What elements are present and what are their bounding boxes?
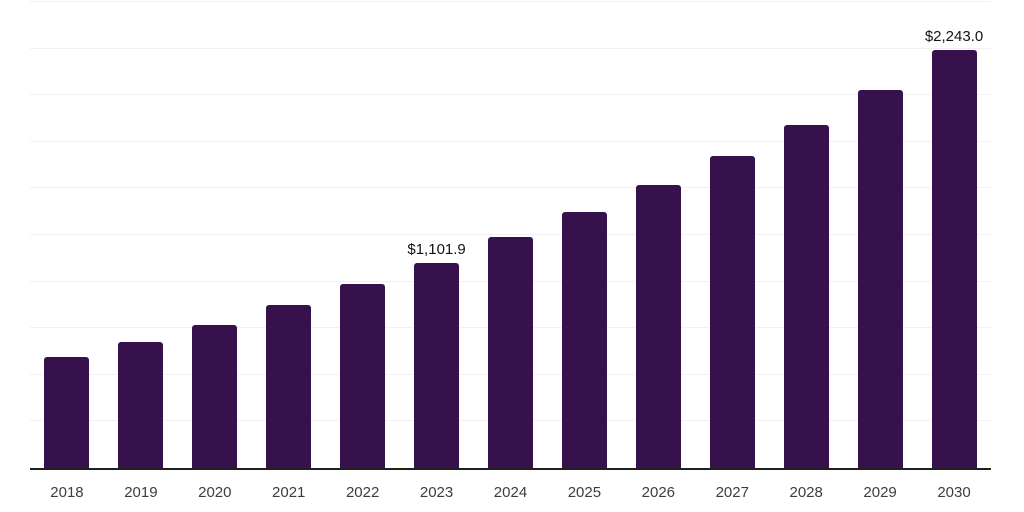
bar-2026 <box>635 185 681 468</box>
x-axis-label-2020: 2020 <box>198 484 232 501</box>
bar-2024 <box>487 237 533 468</box>
gridline <box>30 1 991 2</box>
bar-slot-2021 <box>252 2 326 468</box>
bar-slot-2025 <box>547 2 621 468</box>
gridline <box>30 187 991 189</box>
bar-slot-2030: $2,243.0 <box>917 2 991 468</box>
bar-2022 <box>340 284 386 468</box>
bar-slot-2027 <box>695 2 769 468</box>
bar-slot-2022 <box>326 2 400 468</box>
x-axis-label-2022: 2022 <box>345 484 380 501</box>
gridline <box>30 234 991 235</box>
gridline <box>30 140 991 142</box>
gridline <box>30 47 991 49</box>
bar-2029 <box>857 90 903 468</box>
x-axis-label-2025: 2025 <box>567 484 602 501</box>
x-axis-labels: 2018 2019 2020 2021 2022 2023 2024 2025 2026 2027… <box>30 472 991 502</box>
bars-row: $1,101.9 $2,243.0 <box>30 2 991 468</box>
bar-slot-2020 <box>178 2 252 468</box>
bar-2021 <box>266 305 312 468</box>
bar-slot-2023: $1,101.9 <box>400 2 474 468</box>
bar-2025 <box>561 212 607 468</box>
x-axis-label-2024: 2024 <box>493 484 528 501</box>
gridline <box>30 94 991 96</box>
bar-slot-2026 <box>621 2 695 468</box>
bar-value-label-2030: $2,243.0 <box>924 27 984 45</box>
bar-2027 <box>709 156 755 468</box>
x-axis-label-2027: 2027 <box>715 484 749 501</box>
bar-2030 <box>931 49 977 468</box>
bar-slot-2024 <box>474 2 548 468</box>
bar-2028 <box>783 124 829 468</box>
x-axis-label-2030: 2030 <box>937 484 971 501</box>
x-axis-label-2023: 2023 <box>419 484 454 501</box>
x-axis-label-2019: 2019 <box>124 484 158 501</box>
x-axis-label-2028: 2028 <box>789 484 823 501</box>
bar-2019 <box>118 342 164 468</box>
x-axis-label-2021: 2021 <box>272 484 306 501</box>
bar-value-label-2023: $1,101.9 <box>407 240 466 258</box>
plot-area: $1,101.9 $2,243.0 <box>30 1 991 470</box>
x-axis-label-2029: 2029 <box>863 484 897 501</box>
x-axis-label-2018: 2018 <box>50 484 84 501</box>
bar-slot-2028 <box>769 2 843 468</box>
x-axis-label-2026: 2026 <box>641 484 676 501</box>
bar-slot-2029 <box>843 2 917 468</box>
bar-2018 <box>44 356 90 468</box>
bar-2023 <box>414 262 460 468</box>
bar-2020 <box>192 324 238 468</box>
bar-slot-2019 <box>104 2 178 468</box>
bar-slot-2018 <box>30 2 104 468</box>
